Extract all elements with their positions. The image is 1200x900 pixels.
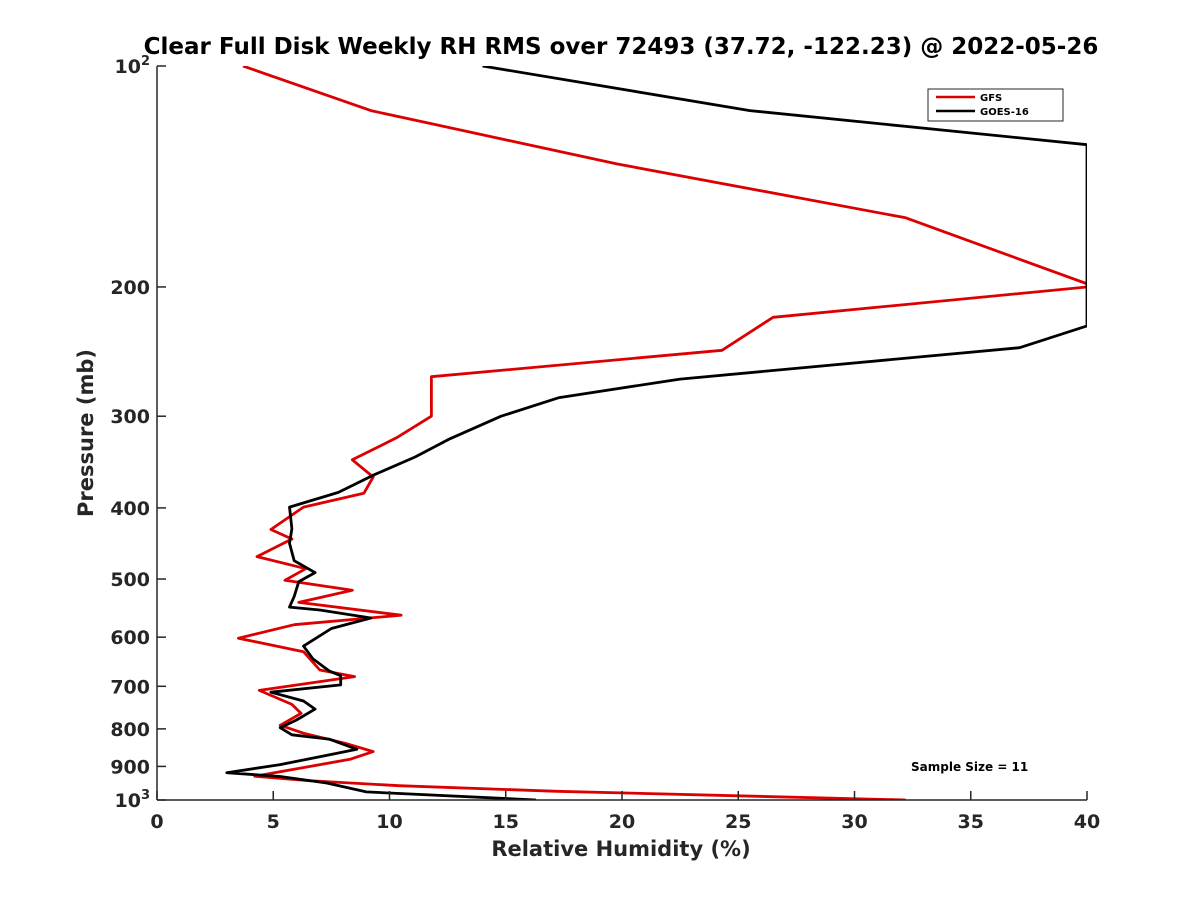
series-layer <box>225 66 1087 800</box>
chart-title: Clear Full Disk Weekly RH RMS over 72493… <box>144 34 1099 60</box>
y-tick-label: 400 <box>110 498 150 520</box>
x-ticks: 0 5 10 15 20 25 30 35 40 <box>150 791 1100 833</box>
y-tick-label: 800 <box>110 719 150 741</box>
x-tick-label: 30 <box>841 811 867 833</box>
y-tick-label: 700 <box>110 676 150 698</box>
x-tick-label: 10 <box>376 811 402 833</box>
series-line-gfs <box>236 66 1087 800</box>
x-tick-label: 25 <box>725 811 751 833</box>
legend-label-gfs: GFS <box>980 93 1002 104</box>
legend-box <box>927 88 1064 122</box>
x-axis-label: Relative Humidity (%) <box>491 837 750 861</box>
y-axis-label: Pressure (mb) <box>74 349 98 517</box>
x-tick-label: 20 <box>609 811 635 833</box>
y-tick-label: 300 <box>110 406 150 428</box>
y-tick-label: 103 <box>115 788 151 812</box>
legend-label-goes16: GOES-16 <box>980 107 1029 118</box>
sample-size-annotation: Sample Size = 11 <box>911 760 1028 774</box>
series-line-goes-16 <box>225 66 1087 800</box>
y-ticks: 102 200 300 400 500 600 700 800 900 103 <box>110 54 166 812</box>
x-tick-label: 40 <box>1074 811 1100 833</box>
y-tick-label: 500 <box>110 569 150 591</box>
y-tick-label: 900 <box>110 756 150 778</box>
x-tick-label: 15 <box>493 811 519 833</box>
x-tick-label: 35 <box>958 811 984 833</box>
legend: GFS GOES-16 <box>927 88 1064 122</box>
y-tick-label: 102 <box>115 54 151 78</box>
x-tick-label: 0 <box>150 811 163 833</box>
y-tick-label: 200 <box>110 277 150 299</box>
y-tick-label: 600 <box>110 627 150 649</box>
x-tick-label: 5 <box>267 811 280 833</box>
